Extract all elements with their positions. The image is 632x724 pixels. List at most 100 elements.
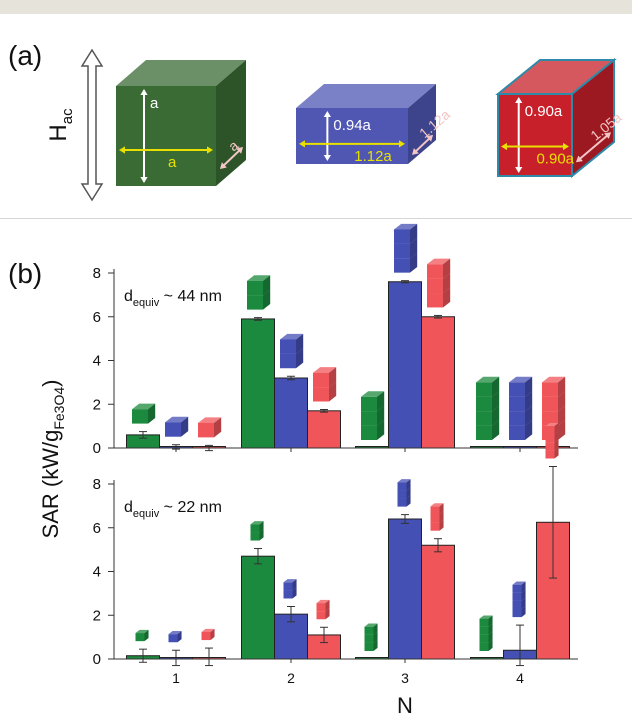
width-arrowhead-left xyxy=(299,140,305,148)
nanocube-side xyxy=(443,287,451,308)
nanocube-front xyxy=(479,626,489,635)
nanocube-top xyxy=(198,417,222,423)
bar xyxy=(421,544,455,660)
nanocube-side xyxy=(329,367,337,388)
nanocube-top xyxy=(476,376,500,383)
depth-arrowhead-b xyxy=(426,134,433,142)
cube-front-face xyxy=(497,93,573,177)
nanocube-icon xyxy=(397,479,411,507)
nanocube-side xyxy=(488,639,493,651)
nanocube-side xyxy=(488,631,493,643)
height-arrowhead-bottom xyxy=(323,155,331,161)
nanocube-front xyxy=(313,387,329,402)
x-tick-label: 4 xyxy=(516,670,524,686)
nanocube-front xyxy=(283,590,293,599)
field-arrow xyxy=(80,48,104,202)
nanocube-top xyxy=(168,631,182,635)
nanocube-side xyxy=(525,405,533,426)
nanocube-side xyxy=(521,597,526,609)
panel-divider xyxy=(0,218,632,219)
nanocube-top xyxy=(280,333,304,340)
nanocube-front xyxy=(430,514,440,523)
nanocube-side xyxy=(296,333,304,354)
nanocube-front xyxy=(247,295,263,310)
nanocube-side xyxy=(259,529,264,541)
nanocube-top xyxy=(545,422,559,427)
nanocube-side xyxy=(439,519,444,531)
nanocube-top xyxy=(361,391,385,397)
y-axis-label: SAR (kW/gFe3O4) xyxy=(38,380,67,539)
bar xyxy=(388,518,422,660)
nanocube-front xyxy=(394,258,410,273)
nanocube-front xyxy=(280,339,296,354)
nanocube-icon xyxy=(479,615,493,651)
nanocube-side xyxy=(525,376,533,397)
nanocube-side xyxy=(492,391,500,412)
nanocube-top xyxy=(313,367,337,373)
nanocube-top xyxy=(316,599,330,604)
nanocube-icon xyxy=(509,376,533,440)
nanocube-front xyxy=(427,278,443,294)
height-label: a xyxy=(150,95,159,112)
nanocube-icon xyxy=(361,391,385,440)
nanocube-side xyxy=(329,381,337,402)
nanocube-top xyxy=(165,416,189,423)
nanocube-icon xyxy=(364,623,378,651)
bar-chart-2: 0 2 4 6 8 dequiv ~ 22 nm 1 2 3 4 xyxy=(93,422,578,686)
nanocube-side xyxy=(439,511,444,523)
nanocube-front xyxy=(542,411,558,426)
nanocube-front xyxy=(397,490,407,499)
nanocube-side xyxy=(521,581,526,593)
y-tick-label: 0 xyxy=(93,651,101,668)
nanocube-front xyxy=(165,422,181,437)
nanocube-side xyxy=(521,605,526,618)
nanocube-icon xyxy=(280,333,304,369)
bar xyxy=(388,281,422,449)
nanocube-front xyxy=(512,608,522,618)
y-tick-label: 2 xyxy=(93,396,101,413)
height-arrowhead-top xyxy=(323,111,331,117)
nanocube-front xyxy=(542,382,558,397)
bar xyxy=(307,410,341,449)
nanocube-side xyxy=(492,376,500,397)
nanocube-front xyxy=(476,396,492,412)
nanocube-side xyxy=(292,579,297,591)
nanocube-top xyxy=(250,521,264,525)
cube-1: aaa xyxy=(116,60,246,186)
nanocube-front xyxy=(316,611,326,620)
y-tick-label: 4 xyxy=(93,564,101,581)
nanocube-side xyxy=(406,479,411,491)
nanocube-top xyxy=(479,615,493,619)
x-tick-label: 3 xyxy=(401,670,409,686)
cube-top-face xyxy=(296,84,436,108)
nanocube-icon xyxy=(430,503,444,531)
height-arrowhead-bottom xyxy=(140,177,148,183)
nanocube-side xyxy=(263,289,271,310)
nanocube-front xyxy=(250,532,260,541)
height-label: 0.94a xyxy=(333,117,371,134)
nanocube-icon xyxy=(512,581,526,618)
panel-label-a: (a) xyxy=(8,40,43,71)
nanocube-front xyxy=(542,396,558,412)
nanocube-side xyxy=(144,629,149,642)
width-label: 0.90a xyxy=(536,150,574,167)
x-tick-label: 1 xyxy=(172,670,180,686)
nanocube-front xyxy=(397,498,407,507)
nanocube-front xyxy=(509,382,525,397)
nanocube-side xyxy=(558,405,566,426)
bar xyxy=(274,377,308,449)
nanocube-side xyxy=(325,608,330,620)
nanocube-front xyxy=(397,482,407,491)
nanocube-top xyxy=(397,479,411,483)
nanocube-top xyxy=(247,275,271,281)
top-band xyxy=(0,0,632,14)
nanocube-side xyxy=(558,391,566,412)
nanocube-front xyxy=(361,396,377,412)
nanocube-side xyxy=(373,631,378,643)
nanocube-front xyxy=(479,618,489,627)
y-tick-label: 8 xyxy=(93,265,101,282)
nanocube-front xyxy=(283,582,293,591)
